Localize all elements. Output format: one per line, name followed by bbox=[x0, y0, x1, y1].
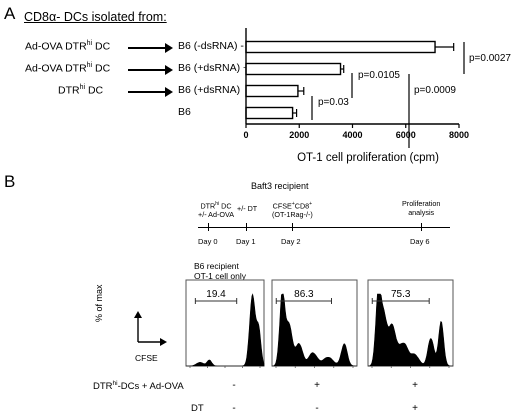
panel-a-title: CD8α- DCs isolated from: bbox=[24, 10, 167, 24]
x-tick-label-1: 2000 bbox=[289, 130, 309, 140]
gate-value-0: 19.4 bbox=[206, 289, 226, 300]
recipient-title: Baft3 recipient bbox=[251, 181, 309, 191]
p-value-2: p=0.0009 bbox=[414, 85, 456, 96]
p-value-1: p=0.0105 bbox=[358, 70, 400, 81]
timeline-tick-2 bbox=[292, 223, 293, 231]
timeline-axis bbox=[198, 227, 450, 228]
gate-value-1: 86.3 bbox=[294, 289, 314, 300]
row-0-destination: B6 (-dsRNA) - DT bbox=[178, 40, 261, 52]
histogram-area-0 bbox=[186, 293, 265, 367]
timeline-label-2: CFSE+CD8+ (OT-1Rag-/-) bbox=[272, 201, 313, 219]
cond1-mark-1: + bbox=[314, 380, 320, 391]
cond2-mark-1: - bbox=[315, 403, 319, 414]
row-2-arrow bbox=[128, 87, 173, 97]
timeline-day-1: Day 1 bbox=[236, 237, 256, 246]
row-2-destination: B6 (+dsRNA) bbox=[178, 84, 241, 96]
bar-chart: 0 2000 4000 6000 8000 OT-1 cell proliferatio… bbox=[243, 28, 511, 164]
row-0-source: Ad-OVA DTRhi DC bbox=[25, 40, 111, 53]
panel-b-letter: B bbox=[4, 172, 16, 191]
timeline-tick-3 bbox=[421, 223, 422, 231]
condition-2-label: DT bbox=[191, 403, 204, 414]
condition-1-label: DTRhi-DCs + Ad-OVA bbox=[93, 380, 184, 393]
timeline-tick-0 bbox=[208, 223, 209, 231]
timeline-day-3: Day 6 bbox=[410, 237, 430, 246]
timeline-label-3: Proliferation analysis bbox=[402, 199, 441, 217]
row-1-source: Ad-OVA DTRhi DC bbox=[25, 62, 111, 75]
histogram-area-2 bbox=[367, 293, 453, 367]
histogram-area-1 bbox=[271, 293, 357, 367]
cond1-mark-2: + bbox=[412, 380, 418, 391]
cond2-mark-2: + bbox=[412, 403, 418, 414]
gate-value-2: 75.3 bbox=[391, 289, 411, 300]
bar-2 bbox=[245, 84, 299, 98]
row-3-destination: B6 bbox=[178, 106, 191, 118]
row-2-source: DTRhi DC bbox=[58, 84, 104, 97]
cond2-mark-0: - bbox=[232, 403, 236, 414]
p-value-3: p=0.03 bbox=[318, 97, 349, 108]
row-1-arrow bbox=[128, 65, 173, 75]
cond1-mark-0: - bbox=[232, 380, 236, 391]
x-tick-label-4: 8000 bbox=[449, 130, 469, 140]
row-1-destination: B6 (+dsRNA) + DT bbox=[178, 62, 267, 74]
x-tick-label-3: 6000 bbox=[396, 130, 416, 140]
axis-arrows-icon bbox=[134, 311, 167, 346]
timeline-day-2: Day 2 bbox=[281, 237, 301, 246]
panel-a-letter: A bbox=[4, 4, 16, 23]
histogram-panels: 19.4 86.3 75.3 bbox=[185, 279, 454, 368]
y-axis-label-b: % of max bbox=[94, 284, 104, 322]
timeline-label-1: +/- DT bbox=[237, 204, 258, 213]
timeline-day-0: Day 0 bbox=[198, 237, 218, 246]
timeline-tick-1 bbox=[246, 223, 247, 231]
bar-3 bbox=[245, 106, 294, 120]
x-tick-label-0: 0 bbox=[243, 130, 248, 140]
timeline-label-0: DTRhi DC +/- Ad-OVA bbox=[198, 201, 235, 219]
x-axis-label: OT-1 cell proliferation (cpm) bbox=[297, 152, 439, 164]
b6-recipient-note: B6 recipient OT-1 cell only bbox=[194, 261, 246, 281]
row-0-arrow bbox=[128, 43, 173, 53]
bar-1 bbox=[245, 62, 342, 76]
bar-0 bbox=[245, 40, 436, 54]
p-value-0: p=0.0027 bbox=[469, 53, 511, 64]
x-axis-label-b: CFSE bbox=[135, 353, 158, 363]
x-tick-label-2: 4000 bbox=[342, 130, 362, 140]
